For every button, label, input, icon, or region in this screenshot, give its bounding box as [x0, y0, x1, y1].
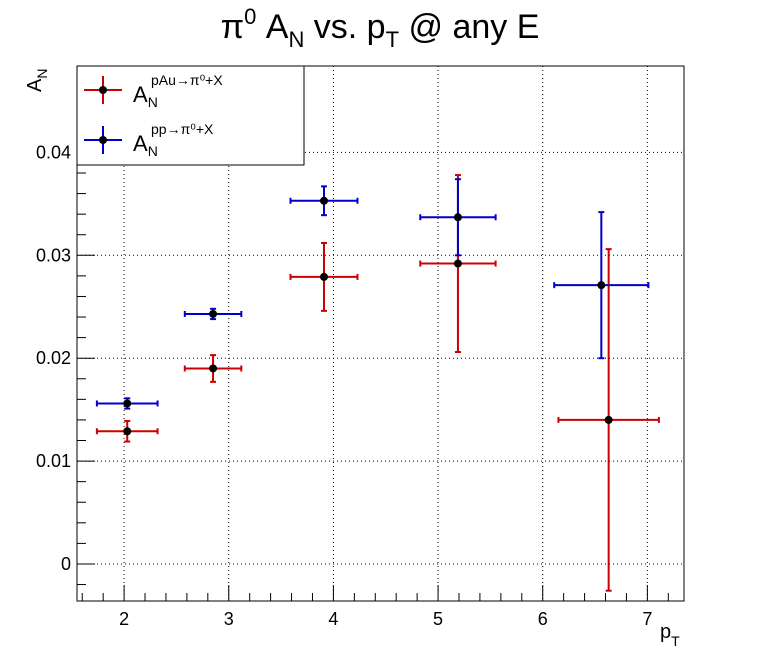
title-part-pi-superscript: 0 [244, 4, 256, 29]
y-tick-label: 0.01 [36, 451, 71, 471]
series-pp [95, 178, 650, 410]
legend-label-pp-sup: pp→π⁰+X [151, 121, 214, 137]
series-pAu [95, 174, 660, 592]
data-point [453, 259, 462, 268]
legend-entry-pp: AN pp→π⁰+X [84, 121, 214, 159]
plot-frame [76, 65, 685, 602]
x-tick-label: 5 [433, 609, 443, 629]
legend-label-pp-sub: N [148, 143, 158, 159]
title-part-vs-p: vs. p [304, 8, 385, 46]
data-point [319, 196, 328, 205]
axis-ticks [77, 69, 669, 601]
legend-label-pau-sup: pAu→π⁰+X [151, 72, 223, 88]
x-tick-label: 7 [642, 609, 652, 629]
legend-marker-dot-pp [99, 136, 107, 144]
y-tick-label: 0.03 [36, 245, 71, 265]
y-axis-title: AN [24, 69, 50, 92]
chart-title: π0 AN vs. pT @ any E [221, 4, 540, 52]
legend-label-pp: AN [133, 131, 158, 159]
x-axis-title-sub: T [671, 633, 680, 649]
data-point [123, 427, 132, 436]
title-part-a: A [256, 8, 288, 46]
data-point [604, 415, 613, 424]
legend-marker-dot-pau [99, 86, 107, 94]
y-tick-label: 0.02 [36, 348, 71, 368]
data-point [319, 272, 328, 281]
data-point [453, 213, 462, 222]
legend-entry-pau: AN pAu→π⁰+X [84, 72, 223, 110]
data-point [123, 399, 132, 408]
data-point [597, 281, 606, 290]
title-part-pi: π [221, 8, 244, 46]
x-tick-label: 2 [119, 609, 129, 629]
data-point [209, 364, 218, 373]
title-part-p-subscript: T [386, 27, 399, 52]
legend-box [76, 65, 305, 166]
y-axis-title-main: A [24, 78, 46, 92]
x-axis-title-main: p [660, 621, 671, 643]
tick-labels: 2 3 4 5 6 7 0 0.01 0.02 0.03 0.04 [36, 142, 652, 629]
legend-label-pau-main: A [133, 82, 148, 107]
legend-label-pau-sub: N [148, 94, 158, 110]
data-point [209, 309, 218, 318]
title-part-a-subscript: N [288, 27, 304, 52]
legend-label-pau: AN [133, 82, 158, 110]
x-tick-label: 4 [328, 609, 338, 629]
title-part-any-e: @ any E [399, 8, 539, 46]
y-tick-label: 0.04 [36, 142, 71, 162]
x-axis-title: pT [660, 621, 680, 649]
legend: AN pAu→π⁰+X AN pp→π⁰+X [76, 65, 305, 166]
x-tick-label: 3 [224, 609, 234, 629]
y-axis-title-sub: N [34, 69, 50, 79]
x-tick-label: 6 [538, 609, 548, 629]
data-points [95, 174, 660, 592]
y-tick-label: 0 [61, 554, 71, 574]
legend-label-pp-main: A [133, 131, 148, 156]
